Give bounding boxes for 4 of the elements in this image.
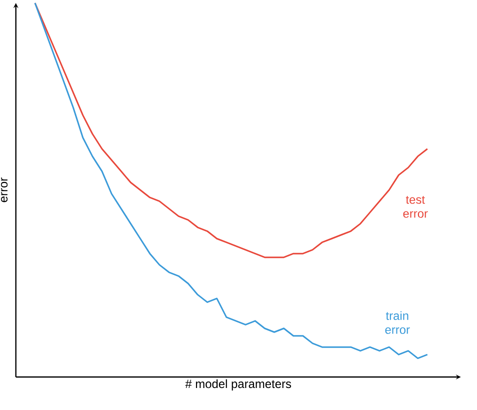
- x-axis-title: # model parameters: [185, 379, 292, 390]
- series-label: train error: [385, 311, 410, 334]
- y-axis-title: error: [0, 178, 8, 202]
- series-label: test error: [403, 196, 428, 218]
